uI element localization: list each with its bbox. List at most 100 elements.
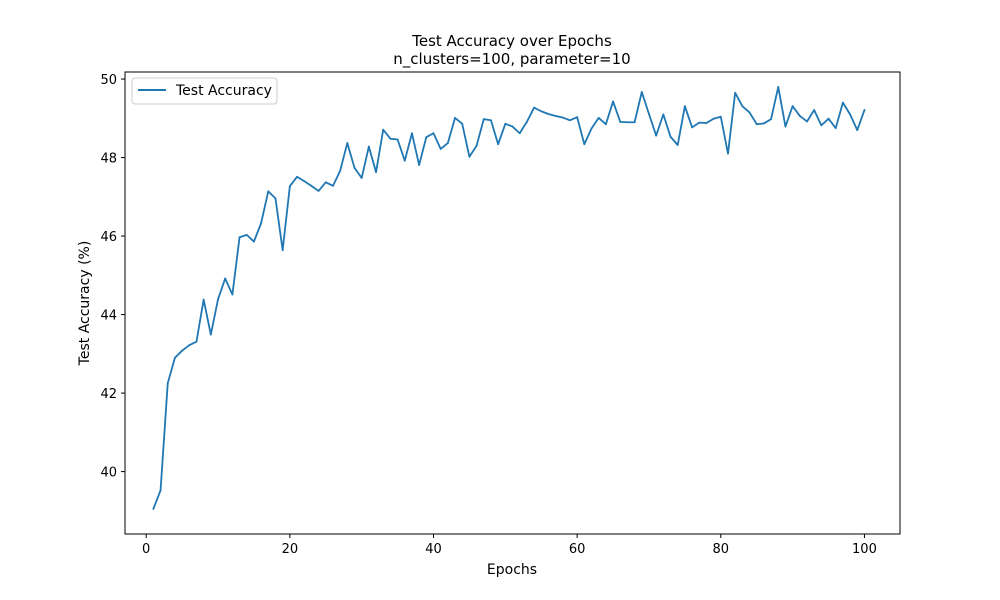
- axes-frame: [124, 71, 901, 535]
- data-point: [806, 120, 808, 123]
- data-point: [332, 184, 334, 187]
- data-point: [296, 175, 298, 178]
- data-point: [224, 277, 227, 280]
- data-point: [669, 135, 672, 138]
- data-point: [712, 117, 715, 120]
- data-point: [432, 132, 435, 135]
- data-point: [367, 145, 370, 148]
- data-point: [353, 166, 356, 169]
- data-point: [619, 120, 622, 123]
- data-point: [403, 159, 406, 162]
- data-point: [497, 143, 500, 146]
- data-point: [784, 125, 787, 128]
- data-point: [159, 489, 162, 492]
- data-point: [389, 137, 392, 140]
- data-point: [245, 234, 248, 236]
- data-point: [525, 120, 528, 123]
- y-tick-label: 40: [100, 466, 117, 481]
- data-point: [231, 293, 234, 296]
- y-tick-label: 46: [100, 230, 117, 245]
- data-point: [676, 144, 679, 146]
- data-point: [274, 197, 277, 200]
- legend: Test Accuracy: [131, 77, 278, 105]
- data-point: [820, 124, 823, 127]
- data-point: [253, 240, 255, 243]
- data-point: [174, 356, 176, 359]
- data-point: [281, 249, 284, 252]
- data-point: [705, 122, 708, 124]
- data-point: [561, 116, 564, 119]
- data-point: [166, 382, 169, 385]
- data-point: [698, 121, 701, 124]
- data-point: [856, 129, 859, 131]
- data-point: [540, 110, 543, 113]
- chart-title: Test Accuracy over Epochs: [411, 32, 612, 50]
- x-tick-label: 100: [852, 542, 877, 557]
- data-point: [310, 184, 313, 187]
- data-point: [468, 155, 471, 158]
- data-point: [813, 109, 816, 111]
- data-point: [597, 117, 600, 119]
- data-point: [590, 127, 593, 130]
- y-tick-label: 42: [100, 387, 117, 402]
- data-point: [346, 142, 349, 144]
- data-point: [454, 117, 456, 119]
- x-tick-label: 40: [425, 542, 442, 557]
- data-point: [209, 333, 212, 336]
- data-point: [770, 118, 772, 120]
- data-point: [612, 100, 614, 103]
- data-point: [576, 116, 579, 119]
- data-point: [238, 236, 241, 239]
- data-point: [626, 121, 629, 124]
- data-point: [741, 105, 744, 108]
- data-point: [748, 111, 751, 114]
- data-point: [849, 113, 851, 116]
- x-axis: 0 20 40 60 80 100: [142, 534, 877, 557]
- data-point: [411, 132, 413, 135]
- x-tick-label: 60: [569, 542, 586, 557]
- data-point: [288, 185, 291, 188]
- data-point: [260, 222, 263, 225]
- data-point: [202, 298, 205, 301]
- data-point: [382, 128, 385, 131]
- data-point: [533, 106, 535, 109]
- data-point: [267, 190, 270, 193]
- data-point: [734, 91, 737, 94]
- y-axis: 40 42 44 46 48 50: [100, 73, 125, 481]
- legend-box: [131, 77, 278, 105]
- data-point: [475, 144, 478, 147]
- data-point: [461, 122, 464, 125]
- data-point: [195, 340, 198, 343]
- data-point: [339, 170, 342, 172]
- data-point: [777, 86, 780, 88]
- data-point: [188, 344, 191, 347]
- data-point: [511, 125, 514, 128]
- data-point: [547, 113, 550, 115]
- data-point: [798, 115, 801, 117]
- data-point: [396, 138, 399, 141]
- data-point: [324, 181, 327, 184]
- data-point: [554, 115, 557, 117]
- data-point: [863, 109, 866, 111]
- data-point: [569, 119, 571, 122]
- data-point: [446, 142, 449, 144]
- data-point: [518, 132, 521, 135]
- y-axis-label: Test Accuracy (%): [77, 241, 93, 367]
- data-point: [640, 91, 643, 93]
- data-point: [762, 122, 765, 125]
- data-point: [633, 121, 636, 124]
- y-tick-label: 50: [100, 73, 117, 88]
- x-tick-label: 20: [282, 542, 299, 557]
- data-point: [418, 164, 421, 166]
- data-point: [425, 136, 428, 139]
- data-point: [504, 122, 507, 125]
- data-point: [662, 113, 665, 116]
- data-point: [842, 101, 844, 104]
- data-point: [727, 152, 729, 155]
- data-point: [655, 134, 658, 137]
- data-point: [691, 126, 693, 129]
- y-tick-label: 48: [100, 152, 117, 167]
- data-point: [583, 143, 586, 146]
- plot-area: [152, 86, 866, 510]
